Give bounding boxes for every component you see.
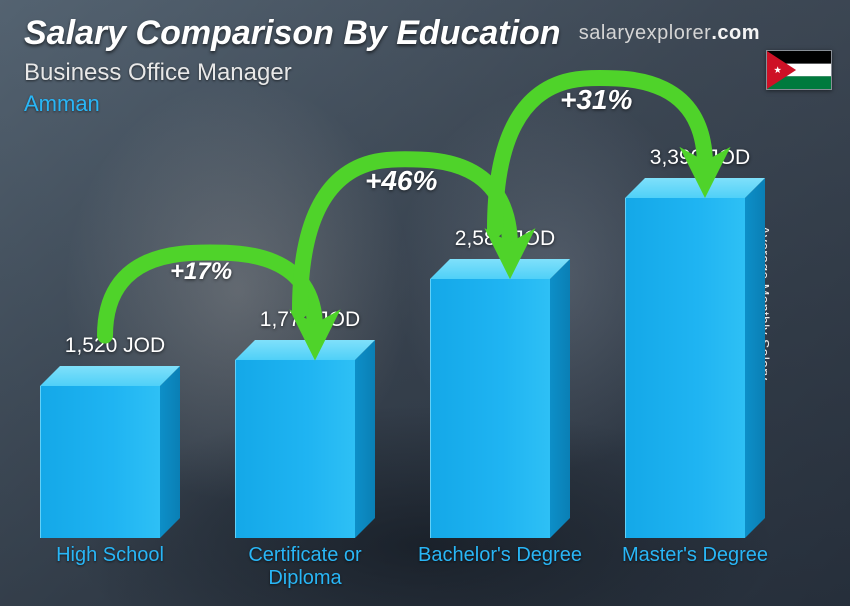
pct-badge-2: +31% (560, 84, 632, 116)
watermark: salaryexplorer.com (579, 22, 760, 45)
watermark-suffix: .com (711, 22, 760, 44)
increase-arrow-0 (105, 252, 315, 335)
arrows-layer (30, 130, 830, 594)
location-label: Amman (24, 91, 826, 117)
watermark-prefix: salaryexplorer (579, 22, 712, 44)
increase-arrow-1 (300, 159, 510, 310)
job-subtitle: Business Office Manager (24, 59, 826, 87)
jordan-flag-icon (766, 50, 832, 90)
bar-chart: 1,520 JODHigh School1,770 JODCertificate… (30, 130, 800, 594)
